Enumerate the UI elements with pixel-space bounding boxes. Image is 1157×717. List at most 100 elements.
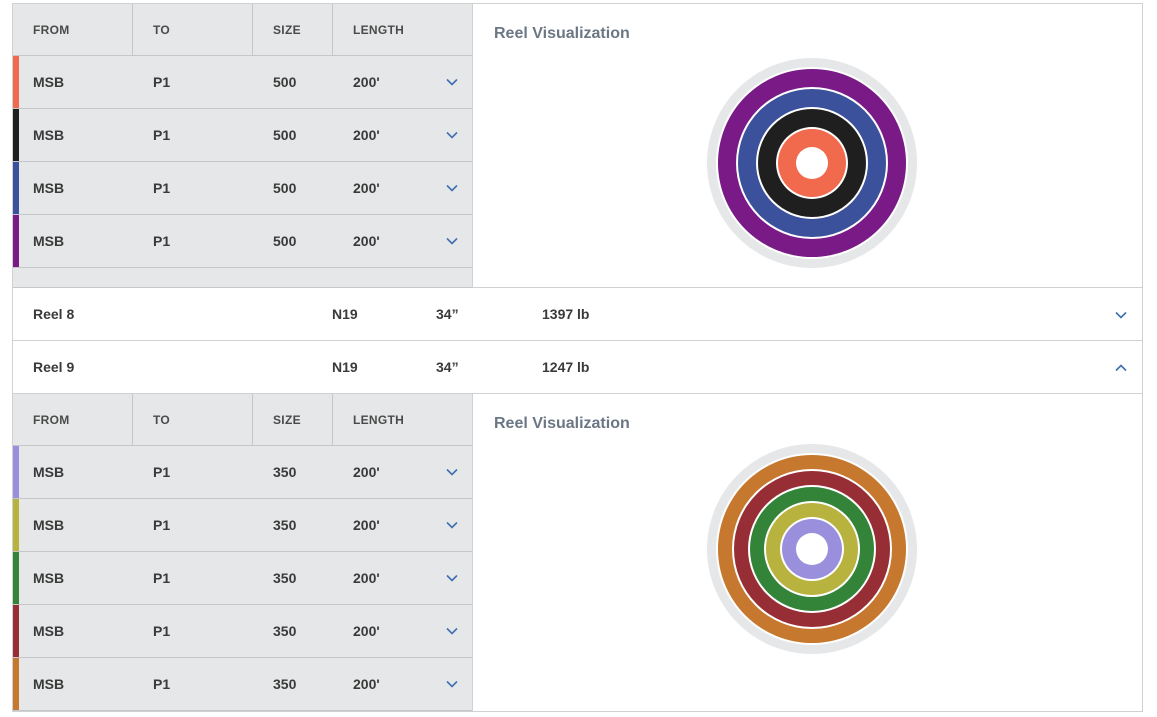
cable-size: 350	[273, 517, 297, 533]
reel-diameter: 34”	[436, 359, 459, 375]
cable-size: 500	[273, 233, 297, 249]
cable-length: 200'	[353, 233, 380, 249]
chevron-down-icon	[446, 237, 458, 245]
reel-visualization-9: Reel Visualization	[474, 394, 1142, 711]
viz-title: Reel Visualization	[494, 415, 630, 432]
reel-row-9[interactable]: Reel 9 N19 34” 1247 lb	[12, 341, 1143, 394]
chevron-up-icon	[1115, 363, 1127, 371]
col-from-header[interactable]: FROM	[13, 4, 133, 56]
reel-name: Reel 8	[33, 306, 75, 322]
reel-diagram-a	[707, 58, 917, 268]
cable-color-stripe	[13, 215, 19, 267]
col-size-header[interactable]: SIZE	[253, 394, 333, 446]
expand-cable-button[interactable]	[432, 215, 472, 268]
cable-color-stripe	[13, 446, 19, 498]
reel-weight: 1397 lb	[542, 306, 590, 322]
cable-to: P1	[153, 676, 171, 692]
reel-code: N19	[332, 359, 358, 375]
cable-row[interactable]: MSB P1 500 200'	[13, 162, 472, 215]
reel-hub	[796, 147, 828, 179]
cable-row[interactable]: MSB P1 350 200'	[13, 658, 472, 711]
cable-row[interactable]: MSB P1 350 200'	[13, 552, 472, 605]
cable-row[interactable]: MSB P1 500 200'	[13, 215, 472, 268]
expand-cable-button[interactable]	[432, 162, 472, 215]
cable-color-stripe	[13, 552, 19, 604]
expand-cable-button[interactable]	[432, 446, 472, 499]
reel-diameter: 34”	[436, 306, 459, 322]
reel-diagram-9	[707, 444, 917, 654]
cable-row[interactable]: MSB P1 500 200'	[13, 56, 472, 109]
cable-from: MSB	[33, 464, 65, 480]
cable-to: P1	[153, 180, 171, 196]
cable-color-stripe	[13, 499, 19, 551]
cable-from: MSB	[33, 180, 65, 196]
chevron-down-icon	[446, 468, 458, 476]
cable-size: 350	[273, 570, 297, 586]
cable-row[interactable]: MSB P1 350 200'	[13, 499, 472, 552]
cable-row[interactable]: MSB P1 500 200'	[13, 109, 472, 162]
chevron-down-icon	[446, 521, 458, 529]
cable-length: 200'	[353, 464, 380, 480]
cable-table-header: FROM TO SIZE LENGTH	[13, 394, 472, 446]
cable-size: 500	[273, 127, 297, 143]
reel-hub	[796, 533, 828, 565]
cable-size: 500	[273, 180, 297, 196]
cable-length: 200'	[353, 180, 380, 196]
expand-reel-8-button[interactable]	[1108, 288, 1134, 341]
cable-color-stripe	[13, 109, 19, 161]
chevron-down-icon	[446, 627, 458, 635]
chevron-down-icon	[446, 680, 458, 688]
reel-code: N19	[332, 306, 358, 322]
expand-cable-button[interactable]	[432, 499, 472, 552]
reel-detail-panel-a: FROM TO SIZE LENGTH MSB P1 500 200' MSB P1 500…	[12, 3, 1143, 288]
chevron-down-icon	[1115, 311, 1127, 319]
cable-length: 200'	[353, 127, 380, 143]
cable-table-9: FROM TO SIZE LENGTH MSB P1 350 200' MSB P1 350…	[13, 394, 473, 711]
col-to-header[interactable]: TO	[133, 394, 253, 446]
chevron-down-icon	[446, 574, 458, 582]
cable-table-a: FROM TO SIZE LENGTH MSB P1 500 200' MSB P1 500…	[13, 4, 473, 288]
viz-title: Reel Visualization	[494, 25, 630, 42]
expand-cable-button[interactable]	[432, 109, 472, 162]
cable-length: 200'	[353, 623, 380, 639]
cable-color-stripe	[13, 162, 19, 214]
cable-color-stripe	[13, 658, 19, 710]
cable-to: P1	[153, 623, 171, 639]
cable-row[interactable]: MSB P1 350 200'	[13, 605, 472, 658]
cable-from: MSB	[33, 676, 65, 692]
cable-length: 200'	[353, 74, 380, 90]
cable-to: P1	[153, 233, 171, 249]
col-length-header[interactable]: LENGTH	[353, 413, 405, 427]
col-from-header[interactable]: FROM	[13, 394, 133, 446]
cable-to: P1	[153, 570, 171, 586]
reel-name: Reel 9	[33, 359, 75, 375]
cable-size: 350	[273, 464, 297, 480]
col-size-header[interactable]: SIZE	[253, 4, 333, 56]
col-length-header[interactable]: LENGTH	[353, 23, 405, 37]
reel-weight: 1247 lb	[542, 359, 590, 375]
cable-size: 350	[273, 676, 297, 692]
cable-table-header: FROM TO SIZE LENGTH	[13, 4, 472, 56]
cable-to: P1	[153, 464, 171, 480]
expand-cable-button[interactable]	[432, 658, 472, 711]
cable-from: MSB	[33, 570, 65, 586]
reel-visualization-a: Reel Visualization	[474, 4, 1142, 287]
expand-cable-button[interactable]	[432, 552, 472, 605]
collapse-reel-9-button[interactable]	[1108, 341, 1134, 394]
cable-to: P1	[153, 517, 171, 533]
cable-from: MSB	[33, 74, 65, 90]
reel-detail-panel-9: FROM TO SIZE LENGTH MSB P1 350 200' MSB P1 350…	[12, 394, 1143, 712]
cable-from: MSB	[33, 517, 65, 533]
cable-to: P1	[153, 74, 171, 90]
cable-to: P1	[153, 127, 171, 143]
expand-cable-button[interactable]	[432, 605, 472, 658]
cable-length: 200'	[353, 517, 380, 533]
cable-size: 500	[273, 74, 297, 90]
reel-row-8[interactable]: Reel 8 N19 34” 1397 lb	[12, 288, 1143, 341]
cable-color-stripe	[13, 605, 19, 657]
expand-cable-button[interactable]	[432, 56, 472, 109]
chevron-down-icon	[446, 78, 458, 86]
cable-row[interactable]: MSB P1 350 200'	[13, 446, 472, 499]
chevron-down-icon	[446, 131, 458, 139]
col-to-header[interactable]: TO	[133, 4, 253, 56]
